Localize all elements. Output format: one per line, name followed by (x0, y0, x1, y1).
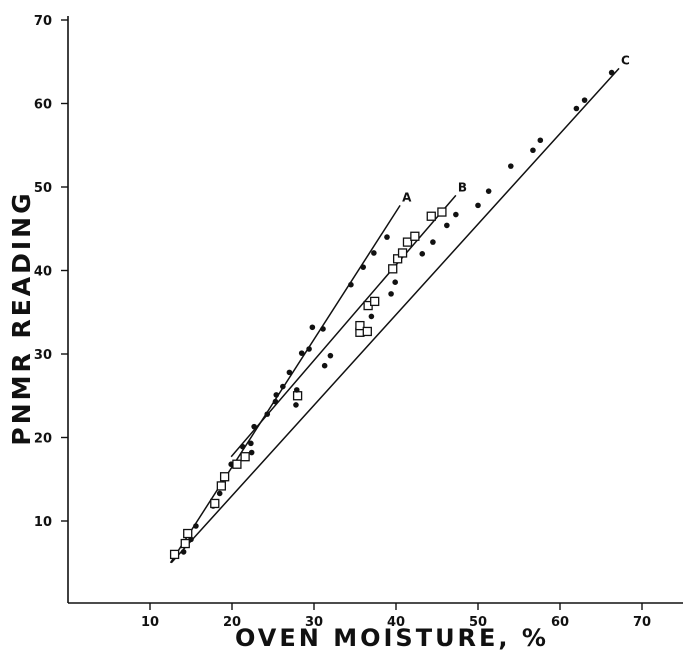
data-point (239, 443, 246, 450)
data-point (368, 313, 375, 320)
data-point (293, 402, 299, 408)
data-point (530, 147, 536, 154)
data-point (286, 369, 293, 376)
data-point (453, 211, 459, 218)
data-point (355, 320, 365, 331)
x-axis-title: OVEN MOISTURE, % (235, 624, 549, 652)
y-tick-label: 30 (34, 348, 52, 363)
data-point (430, 239, 436, 245)
y-axis-title: PNMR READING (7, 190, 36, 445)
data-point (508, 163, 514, 169)
axes (67, 16, 683, 604)
data-point (392, 254, 403, 264)
data-point (306, 346, 312, 352)
data-point (444, 222, 450, 229)
data-point (169, 549, 180, 560)
data-point (397, 248, 408, 258)
data-point (419, 251, 426, 257)
ticks: 10 20 30 40 50 60 70 10 20 30 40 50 60 70 (34, 14, 651, 630)
data-point (371, 250, 377, 256)
data-point (216, 490, 223, 497)
data-point (437, 207, 447, 217)
x-tick-label: 10 (141, 615, 159, 630)
fit-line-label: B (458, 180, 467, 194)
data-point (581, 97, 588, 103)
y-tick-label: 10 (34, 515, 52, 530)
data-point (248, 440, 254, 447)
data-point (327, 352, 334, 359)
data-point (180, 549, 187, 555)
data-point (402, 237, 413, 247)
data-point (410, 231, 420, 241)
data-point (219, 472, 230, 482)
fit-line-label: C (621, 53, 630, 67)
y-tick-label: 50 (34, 181, 52, 196)
data-point (232, 459, 242, 469)
data-point (388, 291, 394, 297)
fit-line (169, 204, 401, 564)
data-point (321, 362, 328, 369)
data-point (426, 211, 436, 221)
fit-line (230, 194, 457, 458)
fit-line (170, 67, 620, 564)
data-point (180, 538, 190, 549)
y-tick-label: 70 (34, 14, 52, 29)
x-tick-label: 20 (223, 615, 241, 630)
data-point (537, 137, 544, 144)
data-point (193, 523, 199, 529)
data-point (360, 264, 367, 270)
data-point (273, 392, 280, 398)
data-point (485, 188, 492, 194)
data-point (384, 234, 390, 240)
data-point (248, 449, 255, 456)
data-point (392, 279, 398, 285)
data-point (298, 350, 305, 356)
data-point (272, 398, 279, 405)
data-point (573, 105, 580, 112)
data-point (251, 423, 257, 430)
data-point (210, 498, 220, 509)
x-tick-label: 60 (551, 615, 569, 630)
y-tick-label: 40 (34, 265, 52, 280)
data-point (362, 326, 372, 337)
data-point (183, 528, 193, 539)
x-tick-label: 70 (633, 615, 651, 630)
data-point (309, 324, 316, 331)
data-point (370, 296, 380, 307)
fit-line-label: A (402, 190, 412, 204)
data-point (280, 383, 286, 390)
data-point (348, 281, 354, 288)
data-point (388, 264, 398, 274)
y-tick-label: 60 (34, 98, 52, 113)
x-tick-label: 50 (469, 615, 487, 630)
x-tick-label: 40 (387, 615, 405, 630)
data-point (264, 411, 271, 417)
data-point (216, 481, 226, 491)
data-point (240, 452, 250, 462)
data-point (292, 391, 303, 401)
fit-lines: A B C (169, 53, 630, 564)
data-points (169, 69, 615, 560)
data-point (475, 202, 481, 209)
data-point (293, 387, 300, 393)
y-tick-label: 20 (34, 432, 52, 447)
data-point (608, 69, 615, 76)
data-point (320, 326, 326, 332)
x-tick-label: 30 (305, 615, 323, 630)
